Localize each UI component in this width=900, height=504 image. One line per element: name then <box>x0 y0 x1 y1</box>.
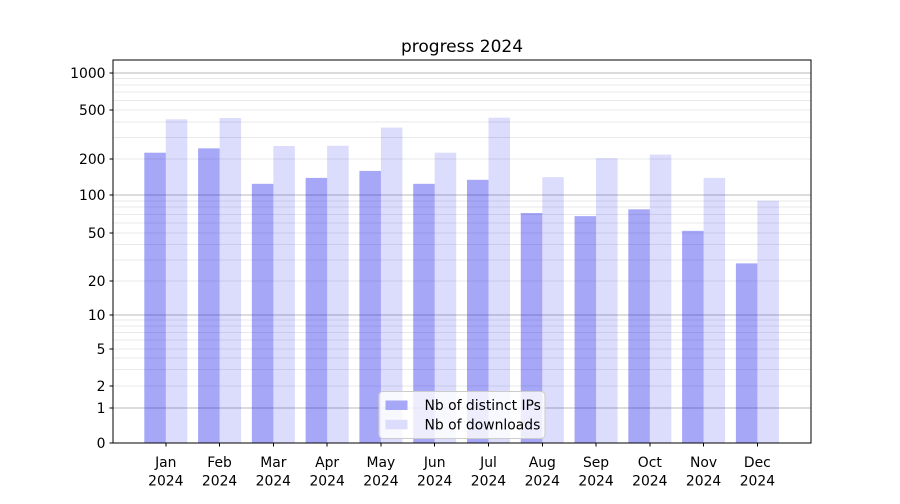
bar-distinct-ips-feb <box>198 148 220 443</box>
y-tick-label-5: 5 <box>97 342 106 358</box>
x-tick-label-year-may: 2024 <box>363 473 399 489</box>
x-tick-label-year-jul: 2024 <box>471 473 507 489</box>
bar-distinct-ips-sep <box>574 216 597 443</box>
bar-distinct-ips-dec <box>735 263 758 443</box>
x-tick-label-month-apr: Apr <box>315 455 339 471</box>
bar-downloads-jan <box>165 119 188 444</box>
y-tick-label-2: 2 <box>97 379 106 395</box>
x-tick-label-year-feb: 2024 <box>202 473 238 489</box>
x-tick-label-month-sep: Sep <box>583 455 609 471</box>
bar-distinct-ips-nov <box>682 230 704 443</box>
bar-distinct-ips-jan <box>144 152 166 443</box>
bar-distinct-ips-jun <box>413 183 435 443</box>
x-tick-label-month-mar: Mar <box>260 455 286 471</box>
x-tick-label-month-dec: Dec <box>744 455 771 471</box>
x-tick-label-year-jun: 2024 <box>417 473 453 489</box>
bar-distinct-ips-aug <box>520 213 543 443</box>
bar-downloads-mar <box>273 146 295 443</box>
legend-swatch-downloads <box>385 419 408 430</box>
bar-downloads-aug <box>542 177 564 443</box>
bar-distinct-ips-may <box>359 170 381 443</box>
bar-distinct-ips-jul <box>466 179 489 443</box>
chart-title: progress 2024 <box>401 37 523 57</box>
x-tick-label-month-jan: Jan <box>154 455 176 471</box>
legend-label-distinct-ips: Nb of distinct IPs <box>425 398 541 414</box>
x-tick-label-month-feb: Feb <box>207 455 232 471</box>
bar-downloads-sep <box>596 158 618 444</box>
legend-box <box>378 391 546 439</box>
x-tick-label-month-aug: Aug <box>529 455 556 471</box>
bar-downloads-dec <box>757 200 779 443</box>
y-tick-label-0: 0 <box>97 436 106 452</box>
bar-downloads-feb <box>219 118 242 443</box>
y-tick-label-100: 100 <box>79 188 106 204</box>
bar-downloads-jul <box>488 117 510 444</box>
bar-downloads-jun <box>434 152 457 443</box>
y-tick-label-200: 200 <box>79 152 106 168</box>
y-tick-label-20: 20 <box>88 274 106 290</box>
y-tick-label-1: 1 <box>97 401 106 417</box>
legend: Nb of distinct IPs Nb of downloads <box>378 391 546 439</box>
bar-downloads-oct <box>649 154 672 443</box>
axes-spines <box>112 59 812 444</box>
x-tick-label-year-apr: 2024 <box>309 473 345 489</box>
bar-distinct-ips-apr <box>305 177 328 443</box>
x-tick-label-year-oct: 2024 <box>632 473 668 489</box>
x-tick-label-month-nov: Nov <box>690 455 717 471</box>
x-tick-label-year-jan: 2024 <box>148 473 184 489</box>
bar-distinct-ips-oct <box>628 209 650 443</box>
x-tick-label-year-mar: 2024 <box>256 473 292 489</box>
bar-distinct-ips-mar <box>251 183 274 443</box>
bar-downloads-apr <box>327 145 349 443</box>
legend-swatch-distinct-ips <box>385 400 408 410</box>
y-tick-label-50: 50 <box>88 226 106 242</box>
x-tick-label-year-nov: 2024 <box>686 473 722 489</box>
axes-layer: 0 1 2 5 10 20 50 100 200 500 1000 Jan 2024 Feb 2024 Mar… <box>70 59 812 489</box>
x-tick-label-year-dec: 2024 <box>740 473 776 489</box>
bar-downloads-nov <box>703 177 726 443</box>
legend-label-downloads: Nb of downloads <box>425 417 541 433</box>
x-tick-label-year-aug: 2024 <box>525 473 561 489</box>
y-tick-label-10: 10 <box>88 308 106 324</box>
bars-layer <box>144 117 779 444</box>
x-tick-label-month-jun: Jun <box>423 455 446 471</box>
x-tick-label-month-oct: Oct <box>638 455 663 471</box>
y-tick-label-1000: 1000 <box>70 66 105 82</box>
x-tick-label-month-may: May <box>367 455 396 471</box>
bar-downloads-may <box>380 127 403 444</box>
x-tick-label-month-jul: Jul <box>479 455 497 471</box>
y-tick-label-500: 500 <box>79 103 106 119</box>
x-tick-label-year-sep: 2024 <box>578 473 614 489</box>
